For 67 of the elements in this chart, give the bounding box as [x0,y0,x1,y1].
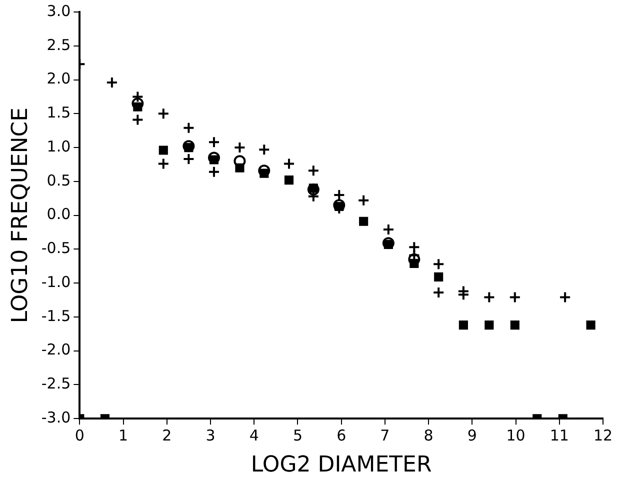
point [432,258,445,270]
point [410,258,419,268]
y-tick-label: 1.5 [46,104,71,122]
point [359,216,368,226]
x-tick-label: 9 [467,426,477,444]
x-axis-title: LOG2 DIAMETER [250,452,432,478]
y-tick-label: 1.0 [46,137,71,156]
point [209,155,219,164]
point [283,158,295,170]
point [508,291,521,304]
point [432,286,445,299]
point [382,224,394,236]
point [308,184,318,193]
point [132,114,144,126]
y-axis-title: LOG10 FREQUENCE [8,107,33,324]
point [408,241,420,254]
y-tick-label: 2.0 [46,70,71,88]
point [258,144,270,156]
point [157,108,170,120]
y-tick-label: -2.5 [41,374,71,393]
y-tick-label: -2.0 [41,340,71,359]
point [157,158,170,170]
point [284,176,294,185]
y-tick-label: 0.5 [46,171,71,190]
point [457,288,470,301]
point [158,146,168,155]
y-tick-label: 3.0 [46,2,71,20]
point [333,188,346,201]
y-tick-label: -1.0 [41,272,71,291]
point [384,240,393,249]
point [208,166,220,178]
x-tick-label: 7 [380,426,390,444]
point [133,102,142,112]
point [184,143,194,152]
y-tick-label: 0.0 [46,205,71,224]
point [182,153,195,166]
y-tick-label: -0.5 [41,239,71,258]
point [208,136,220,148]
x-tick-label: 0 [74,426,84,444]
point [106,76,118,88]
x-tick-label: 11 [550,426,569,444]
point [358,194,370,206]
x-tick-label: 8 [424,426,434,444]
x-tick-label: 6 [336,426,346,444]
x-tick-label: 12 [593,426,613,444]
point [559,291,572,304]
point [483,291,496,304]
point [260,168,269,178]
x-tick-label: 10 [506,426,526,444]
point [234,142,246,154]
y-tick-label: -1.5 [41,306,71,325]
y-tick-label: 2.5 [46,36,71,54]
point [307,164,320,177]
point [510,320,520,330]
point [132,90,144,103]
x-tick-label: 4 [249,426,259,444]
y-tick-label: -3.0 [41,408,71,426]
point [586,320,596,330]
point [182,122,195,134]
point [458,320,468,330]
x-tick-label: 3 [206,426,216,444]
point [484,320,494,330]
x-tick-label: 1 [118,426,128,444]
point [434,272,444,282]
point [235,163,244,172]
x-tick-label: 2 [162,426,172,444]
x-tick-label: 5 [292,426,302,444]
